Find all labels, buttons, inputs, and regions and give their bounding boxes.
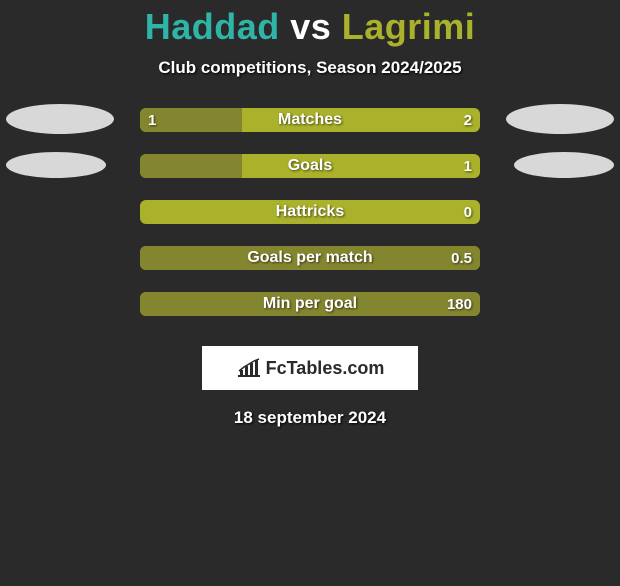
- bar-track: Goals1: [140, 154, 480, 178]
- page-title: Haddad vs Lagrimi: [0, 6, 620, 48]
- bar-value-right: 180: [447, 292, 472, 316]
- bar-track: Min per goal180: [140, 292, 480, 316]
- team-logo-placeholder: [506, 104, 614, 134]
- title-player-left: Haddad: [145, 6, 280, 47]
- stat-row: Hattricks0: [0, 200, 620, 246]
- logo-chart-icon: [236, 358, 262, 378]
- bar-value-right: 1: [464, 154, 472, 178]
- bar-label: Matches: [140, 108, 480, 132]
- bar-label: Goals: [140, 154, 480, 178]
- date-line: 18 september 2024: [0, 408, 620, 428]
- bar-value-right: 0: [464, 200, 472, 224]
- bar-track: Hattricks0: [140, 200, 480, 224]
- bar-value-left: 1: [148, 108, 156, 132]
- team-logo-placeholder: [6, 104, 114, 134]
- bar-value-right: 0.5: [451, 246, 472, 270]
- team-logo-placeholder: [6, 152, 106, 178]
- team-logo-placeholder: [514, 152, 614, 178]
- logo-box: FcTables.com: [202, 346, 418, 390]
- bar-value-right: 2: [464, 108, 472, 132]
- subtitle: Club competitions, Season 2024/2025: [0, 58, 620, 78]
- stat-row: Goals per match0.5: [0, 246, 620, 292]
- title-vs: vs: [280, 6, 342, 47]
- logo-text: FcTables.com: [266, 358, 385, 379]
- bar-track: Goals per match0.5: [140, 246, 480, 270]
- stat-row: Goals1: [0, 154, 620, 200]
- stat-row: Matches1 2: [0, 108, 620, 154]
- bar-label: Min per goal: [140, 292, 480, 316]
- bar-label: Hattricks: [140, 200, 480, 224]
- comparison-chart: Matches12Goals1Hattricks0Goals per match…: [0, 108, 620, 338]
- bar-track: Matches1 2: [140, 108, 480, 132]
- stat-row: Min per goal180: [0, 292, 620, 338]
- title-player-right: Lagrimi: [342, 6, 476, 47]
- bar-label: Goals per match: [140, 246, 480, 270]
